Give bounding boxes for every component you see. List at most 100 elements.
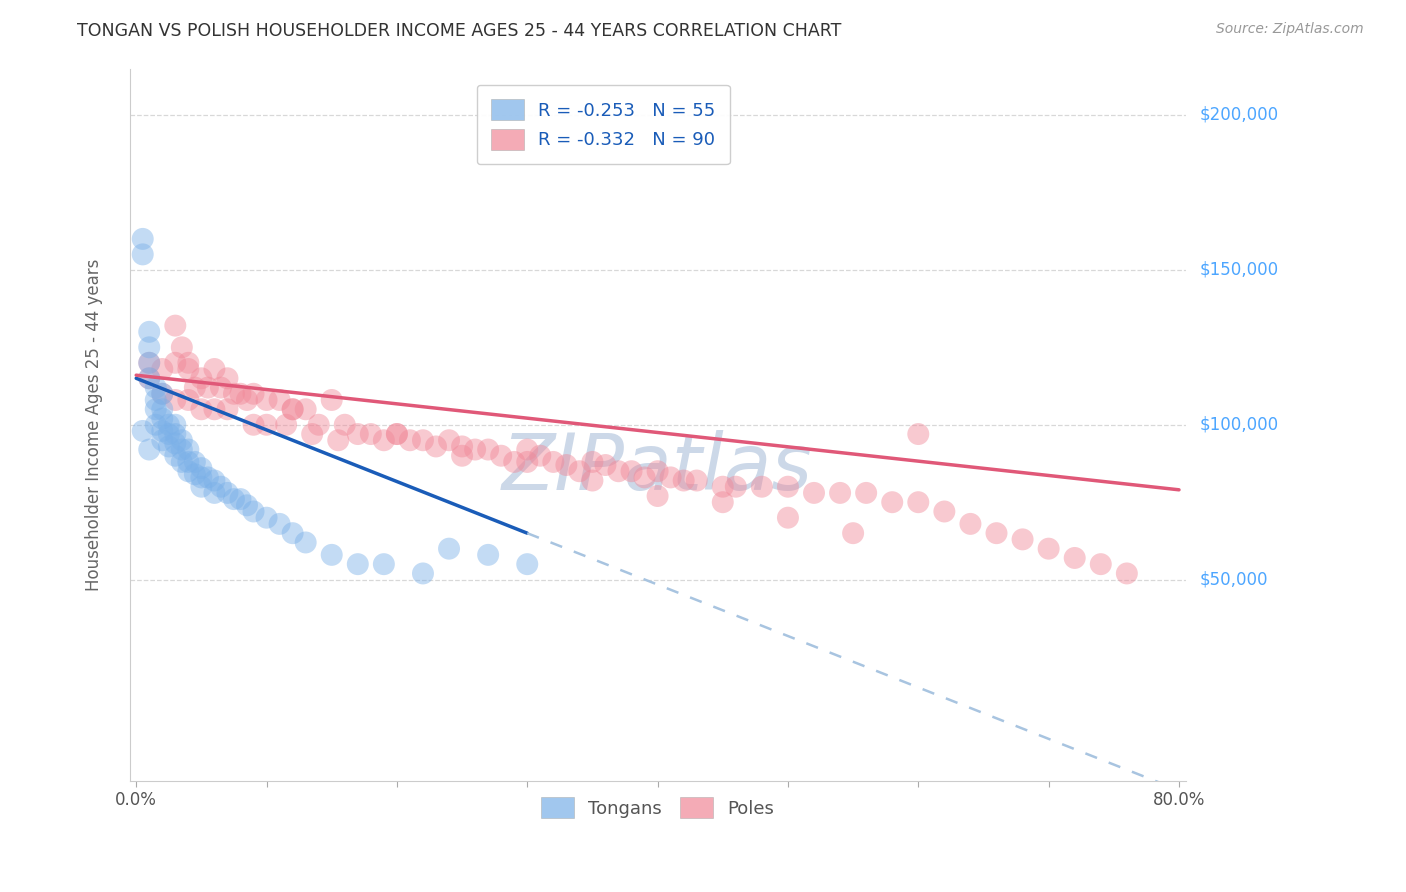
Point	[145, 392, 167, 407]
Point	[202, 402, 225, 417]
Point	[138, 356, 160, 370]
Point	[1090, 557, 1112, 571]
Point	[274, 417, 297, 432]
Point	[907, 427, 929, 442]
Point	[222, 386, 245, 401]
Point	[165, 318, 187, 333]
Point	[138, 340, 160, 354]
Point	[145, 417, 167, 432]
Point	[437, 434, 460, 448]
Point	[177, 442, 200, 457]
Point	[177, 362, 200, 376]
Text: $150,000: $150,000	[1199, 260, 1278, 279]
Point	[776, 510, 799, 524]
Point	[217, 486, 239, 500]
Point	[138, 442, 160, 457]
Point	[197, 381, 219, 395]
Point	[543, 455, 565, 469]
Point	[477, 548, 499, 562]
Point	[150, 386, 173, 401]
Point	[145, 381, 167, 395]
Point	[132, 424, 155, 438]
Point	[451, 439, 474, 453]
Point	[555, 458, 578, 472]
Point	[190, 470, 212, 484]
Point	[242, 386, 264, 401]
Point	[269, 392, 291, 407]
Point	[256, 510, 278, 524]
Point	[437, 541, 460, 556]
Point	[451, 449, 474, 463]
Point	[150, 424, 173, 438]
Point	[385, 427, 408, 442]
Point	[373, 434, 395, 448]
Point	[165, 392, 187, 407]
Point	[1115, 566, 1137, 581]
Point	[170, 434, 193, 448]
Point	[184, 467, 207, 482]
Point	[516, 442, 538, 457]
Point	[150, 402, 173, 417]
Point	[170, 340, 193, 354]
Point	[281, 402, 304, 417]
Point	[595, 458, 617, 472]
Point	[647, 489, 669, 503]
Point	[138, 371, 160, 385]
Point	[907, 495, 929, 509]
Point	[373, 557, 395, 571]
Point	[190, 371, 212, 385]
Point	[333, 417, 356, 432]
Text: Source: ZipAtlas.com: Source: ZipAtlas.com	[1216, 22, 1364, 37]
Point	[1038, 541, 1060, 556]
Point	[256, 392, 278, 407]
Point	[360, 427, 382, 442]
Point	[138, 371, 160, 385]
Point	[150, 362, 173, 376]
Point	[659, 470, 682, 484]
Point	[190, 461, 212, 475]
Point	[177, 356, 200, 370]
Point	[184, 381, 207, 395]
Point	[165, 427, 187, 442]
Point	[399, 434, 422, 448]
Point	[934, 504, 956, 518]
Point	[150, 386, 173, 401]
Point	[294, 402, 316, 417]
Point	[138, 325, 160, 339]
Point	[321, 392, 343, 407]
Text: ZIPatlas: ZIPatlas	[502, 430, 813, 506]
Point	[633, 470, 655, 484]
Point	[229, 386, 252, 401]
Point	[724, 480, 747, 494]
Point	[489, 449, 512, 463]
Point	[269, 516, 291, 531]
Point	[647, 464, 669, 478]
Point	[222, 492, 245, 507]
Point	[672, 474, 695, 488]
Point	[581, 474, 603, 488]
Point	[242, 504, 264, 518]
Point	[209, 381, 232, 395]
Point	[202, 362, 225, 376]
Point	[157, 439, 180, 453]
Point	[751, 480, 773, 494]
Point	[711, 495, 734, 509]
Point	[581, 455, 603, 469]
Point	[385, 427, 408, 442]
Point	[229, 492, 252, 507]
Point	[236, 392, 259, 407]
Point	[711, 480, 734, 494]
Point	[217, 371, 239, 385]
Point	[138, 356, 160, 370]
Point	[177, 455, 200, 469]
Point	[236, 498, 259, 512]
Point	[132, 247, 155, 261]
Point	[516, 455, 538, 469]
Point	[1011, 533, 1033, 547]
Point	[1063, 551, 1085, 566]
Point	[986, 526, 1008, 541]
Point	[209, 480, 232, 494]
Point	[202, 474, 225, 488]
Point	[328, 434, 350, 448]
Point	[150, 434, 173, 448]
